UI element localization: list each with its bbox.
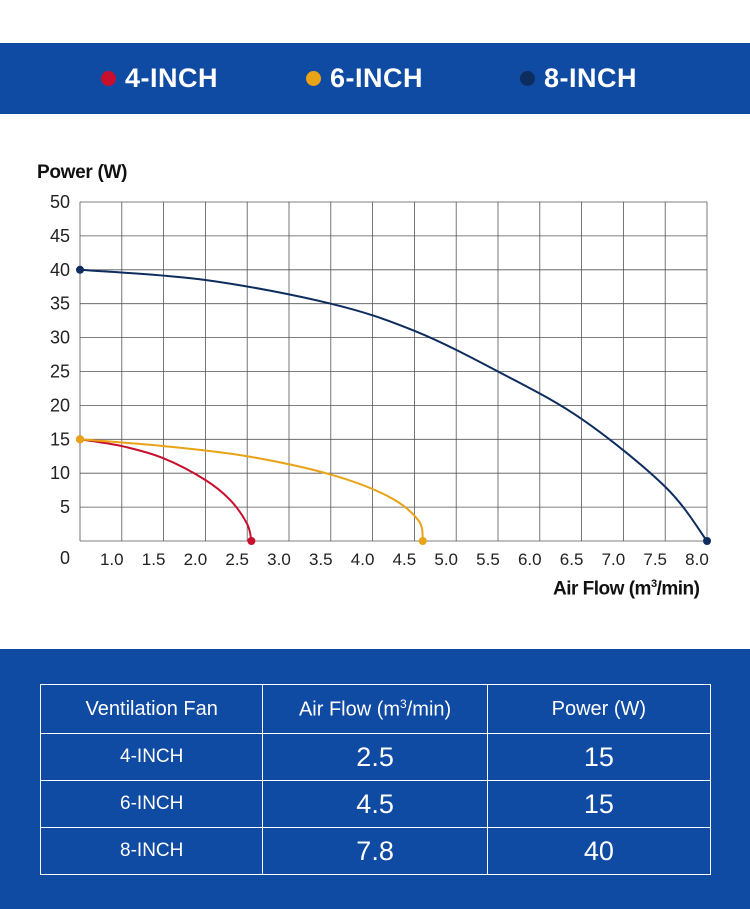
x-tick-label: 4.0	[351, 550, 375, 569]
x-axis-title: Air Flow (m3/min)	[553, 578, 700, 600]
x-tick-label: 4.5	[393, 550, 417, 569]
y-tick-label: 15	[50, 429, 70, 449]
row-power: 15	[486, 780, 712, 828]
spec-table: Ventilation Fan Air Flow (m3/min) Power …	[39, 684, 712, 875]
x-tick-label: 3.0	[267, 550, 291, 569]
row-airflow: 2.5	[262, 733, 488, 781]
y-tick-label: 25	[50, 362, 70, 382]
table-row: 6-INCH 4.5 15	[39, 780, 712, 828]
x-tick-label: 2.0	[184, 550, 208, 569]
header-fan: Ventilation Fan	[39, 684, 264, 734]
x-tick-label: 2.5	[225, 550, 249, 569]
x-tick-label: 5.0	[434, 550, 458, 569]
y-tick-label: 5	[60, 497, 70, 517]
series-point-start-6-inch	[76, 435, 84, 444]
row-power: 15	[486, 733, 712, 781]
x-tick-label: 7.0	[602, 550, 626, 569]
x-tick-label: 3.5	[309, 550, 333, 569]
legend-item-4-inch: 4-INCH	[101, 43, 218, 114]
row-airflow: 4.5	[262, 780, 488, 828]
y-tick-label: 35	[50, 294, 70, 314]
x-axis-title-sup: 3	[650, 578, 657, 590]
x-tick-label: 1.0	[100, 550, 124, 569]
row-fan-name: 6-INCH	[39, 780, 264, 828]
series-line-8-inch	[79, 268, 708, 542]
legend-label-8-inch: 8-INCH	[544, 63, 638, 93]
row-fan-name: 8-INCH	[39, 827, 264, 875]
row-power: 40	[486, 827, 712, 875]
x-tick-label: 8.0	[685, 550, 709, 569]
x-tick-label: 1.5	[142, 550, 166, 569]
y-tick-label: 0	[60, 548, 70, 568]
header-airflow-sup: 3	[400, 696, 407, 711]
x-tick-label: 6.0	[518, 550, 542, 569]
header-airflow-main: Air Flow (m	[298, 698, 401, 721]
x-axis-title-tail: /min)	[656, 578, 700, 600]
legend-dot-4-inch	[101, 71, 116, 86]
row-fan-name: 4-INCH	[39, 733, 264, 781]
table-row: 8-INCH 7.8 40	[39, 827, 712, 875]
y-tick-label: 45	[50, 226, 70, 246]
table-row: 4-INCH 2.5 15	[39, 733, 712, 781]
series-line-6-inch	[79, 438, 424, 542]
header-airflow-tail: /min)	[406, 698, 452, 721]
y-tick-label: 30	[50, 328, 70, 348]
series-line-4-inch	[79, 438, 253, 542]
series-point-start-8-inch	[76, 265, 84, 274]
y-tick-label: 10	[50, 463, 70, 483]
header-power: Power (W)	[486, 684, 712, 734]
row-airflow: 7.8	[262, 827, 488, 875]
spec-table-header: Ventilation Fan Air Flow (m3/min) Power …	[39, 684, 712, 734]
y-tick-label: 40	[50, 260, 70, 280]
y-tick-label: 50	[50, 192, 70, 212]
legend-label-4-inch: 4-INCH	[125, 63, 219, 93]
legend-dot-8-inch	[520, 71, 535, 86]
legend-dot-6-inch	[306, 71, 321, 86]
y-tick-label: 20	[50, 395, 70, 415]
legend-item-6-inch: 6-INCH	[306, 43, 423, 114]
series-point-end-4-inch	[247, 537, 256, 545]
x-axis-title-main: Air Flow (m	[553, 578, 651, 600]
header-airflow: Air Flow (m3/min)	[262, 684, 488, 734]
x-tick-label: 5.5	[476, 550, 500, 569]
x-tick-label: 7.5	[643, 550, 667, 569]
x-tick-label: 6.5	[560, 550, 584, 569]
y-axis-title: Power (W)	[37, 162, 128, 183]
series-point-end-6-inch	[418, 537, 427, 545]
legend-label-6-inch: 6-INCH	[330, 63, 424, 93]
legend-item-8-inch: 8-INCH	[520, 43, 637, 114]
legend-band: 4-INCH 6-INCH 8-INCH	[0, 43, 750, 114]
series-point-end-8-inch	[703, 537, 711, 545]
